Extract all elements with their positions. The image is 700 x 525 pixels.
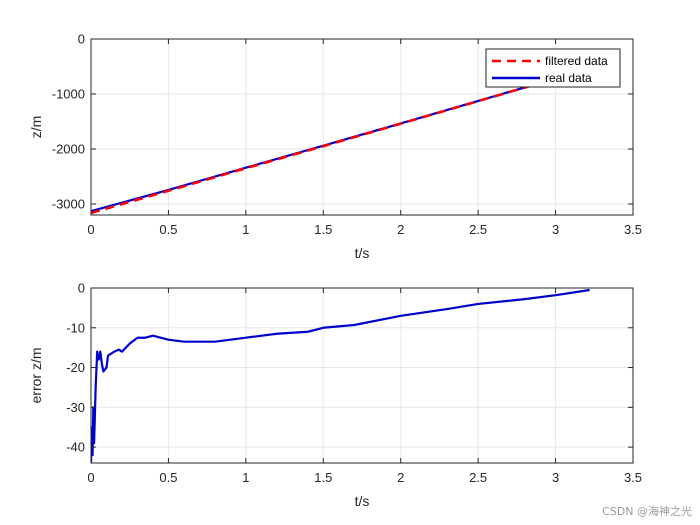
watermark: CSDN @海神之光: [602, 505, 692, 518]
legend: filtered data real data: [485, 48, 621, 88]
bottom-x-tick-label: 0.5: [159, 470, 177, 485]
bottom-axes-frame: [90, 287, 634, 464]
top-ticks: 0 0.5 1 1.5 2 2.5 3 3.5 0 -1000 -2000 -3000: [52, 32, 642, 238]
legend-entry-filtered: filtered data: [545, 54, 608, 68]
bottom-y-tick-label: -40: [66, 440, 85, 455]
top-x-tick-label: 2.5: [469, 222, 487, 237]
bottom-y-tick-label: -10: [66, 320, 85, 335]
bottom-x-tick-label: 2.5: [469, 470, 487, 485]
top-x-tick-label: 3: [552, 222, 559, 237]
top-x-tick-label: 1: [242, 222, 249, 237]
top-y-tick-label: -2000: [52, 142, 85, 157]
bottom-y-tick-label: -30: [66, 400, 85, 415]
top-axes: 0 0.5 1 1.5 2 2.5 3 3.5 0 -1000 -2000 -3000 t/s z/m…: [28, 32, 642, 262]
top-y-tick-label: -1000: [52, 87, 85, 102]
bottom-y-axis-label: error z/m: [28, 348, 44, 404]
bottom-x-tick-label: 1.5: [314, 470, 332, 485]
top-x-axis-label: t/s: [355, 245, 370, 261]
bottom-x-tick-label: 0: [87, 470, 94, 485]
bottom-x-tick-label: 2: [397, 470, 404, 485]
bottom-y-tick-label: 0: [78, 281, 85, 296]
bottom-ticks: 0 0.5 1 1.5 2 2.5 3 3.5 0 -10 -20 -30 -40: [66, 281, 642, 486]
bottom-y-tick-label: -20: [66, 360, 85, 375]
legend-box: [485, 48, 621, 88]
bottom-x-axis-label: t/s: [355, 493, 370, 509]
top-x-tick-label: 0.5: [159, 222, 177, 237]
top-x-tick-label: 2: [397, 222, 404, 237]
bottom-plot-area: [91, 288, 633, 463]
legend-entry-real: real data: [545, 71, 592, 85]
top-y-tick-label: 0: [78, 32, 85, 47]
bottom-series-layer: [91, 288, 590, 463]
top-x-tick-label: 1.5: [314, 222, 332, 237]
top-y-tick-label: -3000: [52, 197, 85, 212]
top-x-tick-label: 0: [87, 222, 94, 237]
bottom-axes: 0 0.5 1 1.5 2 2.5 3 3.5 0 -10 -20 -30 -40 t/s error …: [28, 281, 642, 510]
top-x-tick-label: 3.5: [624, 222, 642, 237]
bottom-x-tick-label: 1: [242, 470, 249, 485]
top-y-axis-label: z/m: [28, 116, 44, 139]
bottom-x-tick-label: 3: [552, 470, 559, 485]
bottom-series-error-line: [91, 288, 590, 463]
top-axes-frame: [90, 38, 634, 216]
bottom-x-tick-label: 3.5: [624, 470, 642, 485]
